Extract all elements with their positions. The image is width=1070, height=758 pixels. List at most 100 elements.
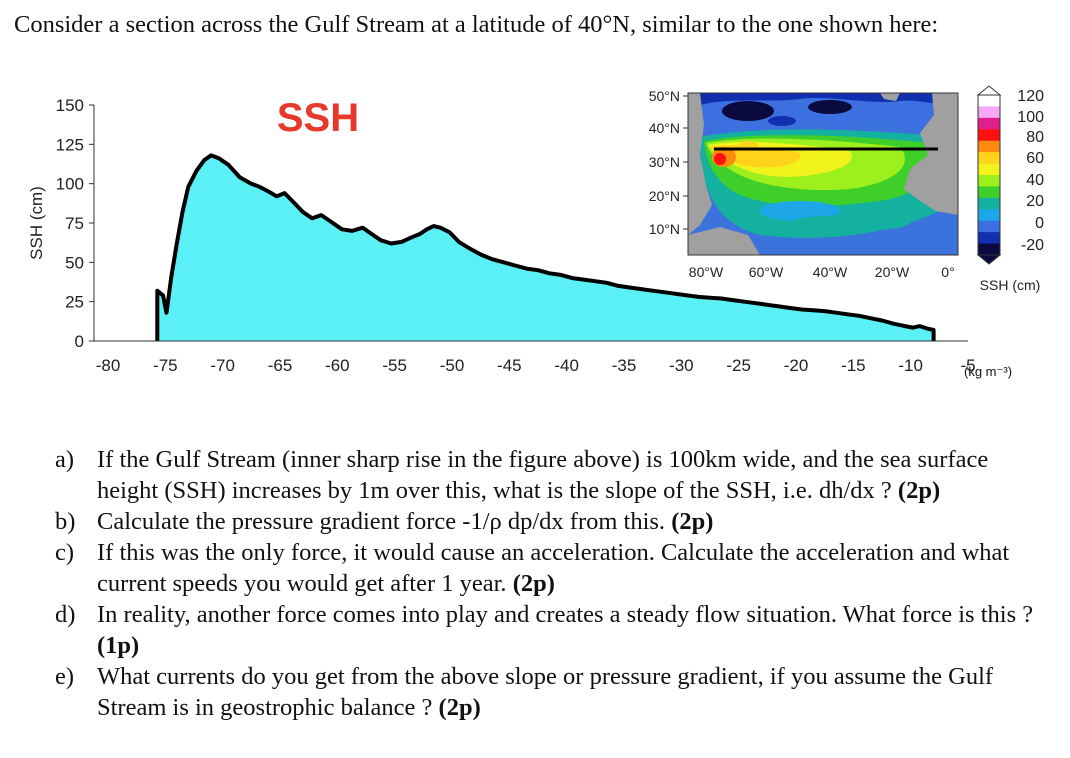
- y-axis-label: SSH (cm): [27, 186, 46, 260]
- x-tick-label: -75: [153, 356, 178, 375]
- cold-eddy: [768, 116, 796, 126]
- lat-label: 50°N: [649, 88, 680, 104]
- x-tick-label: -20: [784, 356, 809, 375]
- colorbar-segment: [978, 129, 1000, 142]
- question-marker: e): [55, 663, 75, 690]
- colorbar-segment: [978, 140, 1000, 153]
- question-marker: c): [55, 539, 75, 566]
- question-points: (2p): [438, 694, 481, 721]
- x-tick-label: -80: [96, 356, 121, 375]
- question-marker: b): [55, 508, 76, 535]
- colorbar-segment: [978, 106, 1000, 119]
- cold-eddy: [722, 101, 774, 121]
- colorbar-segment: [978, 163, 1000, 176]
- colorbar-bottom-arrow: [976, 254, 1002, 265]
- colorbar-tick-label: 60: [1026, 150, 1044, 167]
- question-c: c) If this was the only force, it would c…: [55, 537, 1045, 599]
- colorbar-tick-label: 80: [1026, 129, 1044, 146]
- y-tick-label: 25: [65, 293, 84, 312]
- colorbar-segment: [978, 232, 1000, 245]
- y-tick-label: 0: [75, 332, 84, 351]
- x-tick-label: -50: [440, 356, 465, 375]
- ssh-contour-120: [714, 153, 726, 165]
- colorbar-tick-label: 100: [1017, 109, 1044, 126]
- map-frame: [687, 92, 959, 256]
- question-points: (2p): [512, 570, 555, 597]
- x-tick-label: -60: [325, 356, 350, 375]
- question-points: (2p): [897, 477, 941, 504]
- ssh-tropical-band: [760, 201, 840, 221]
- colorbar-tick-label: 0: [1035, 215, 1044, 232]
- land-north-america: [688, 93, 712, 235]
- colorbar-segment: [978, 197, 1000, 210]
- land-europe-africa: [904, 93, 958, 215]
- colorbar-segment: [978, 117, 1000, 130]
- question-marker: d): [55, 601, 76, 628]
- lat-label: 10°N: [649, 221, 680, 237]
- colorbar-tick-label: 20: [1026, 193, 1044, 210]
- intro-text: Consider a section across the Gulf Strea…: [14, 11, 939, 38]
- colorbar-label: SSH (cm): [980, 277, 1041, 293]
- question-marker: a): [55, 446, 75, 473]
- x-tick-label: -30: [669, 356, 694, 375]
- y-tick-label: 100: [56, 175, 84, 194]
- question-text: If the Gulf Stream (inner sharp rise in …: [97, 446, 989, 504]
- map-field: [688, 93, 958, 255]
- colorbar-segment: [978, 175, 1000, 187]
- question-e: e) What currents do you get from the abov…: [55, 661, 1045, 723]
- x-tick-label: -65: [268, 356, 293, 375]
- lon-label: 0°: [941, 264, 954, 280]
- x-tick-label: -40: [554, 356, 579, 375]
- question-points: (2p): [671, 508, 714, 535]
- ssh-patch: [738, 141, 758, 149]
- colorbar-top-arrow: [976, 85, 1002, 96]
- colorbar-segment: [978, 209, 1000, 222]
- lat-label: 40°N: [649, 120, 680, 136]
- chart-title: SSH: [277, 96, 359, 140]
- land-island: [880, 93, 900, 101]
- lat-label: 20°N: [649, 188, 680, 204]
- x-tick-label: -55: [382, 356, 407, 375]
- question-text: If this was the only force, it would cau…: [97, 539, 1010, 597]
- lon-label: 60°W: [749, 264, 784, 280]
- x-tick-label: -5: [960, 356, 975, 375]
- colorbar-frame: [977, 94, 1001, 256]
- question-d: d) In reality, another force comes into p…: [55, 599, 1045, 661]
- x-tick-label: -15: [841, 356, 866, 375]
- ssh-section-chart: 150 125 100 75 50 25 0 -80 -75 -70 -65 -60 -55 -50 -45…: [27, 96, 976, 375]
- colorbar-tick-label: 120: [1017, 88, 1044, 105]
- ssh-series-line: [155, 153, 936, 341]
- cold-eddy: [808, 100, 852, 114]
- ssh-tropical-band: [790, 215, 910, 231]
- question-text: In reality, another force comes into pla…: [97, 601, 1034, 628]
- lat-label: 30°N: [649, 154, 680, 170]
- question-b: b) Calculate the pressure gradient force …: [55, 506, 1045, 537]
- question-text: Calculate the pressure gradient force -1…: [97, 508, 672, 535]
- y-tick-label: 50: [65, 253, 84, 272]
- ssh-inset-map: 50°N 40°N 30°N 20°N 10°N 80°W 60°W 40°W 20°W 0° 12…: [649, 85, 1044, 293]
- lon-label: 80°W: [689, 264, 724, 280]
- x-tick-label: -45: [497, 356, 522, 375]
- colorbar-segment: [978, 152, 1000, 165]
- lon-label: 40°W: [813, 264, 848, 280]
- colorbar-segment: [978, 95, 1000, 107]
- question-a: a) If the Gulf Stream (inner sharp rise i…: [55, 444, 1045, 506]
- ssh-area-fill: [157, 155, 934, 341]
- x-tick-label: -70: [210, 356, 235, 375]
- y-tick-label: 75: [65, 214, 84, 233]
- x-tick-label: -35: [612, 356, 637, 375]
- question-text: What currents do you get from the above …: [97, 663, 994, 721]
- colorbar-segment: [978, 220, 1000, 233]
- y-tick-label: 150: [56, 96, 84, 115]
- colorbar-tick-label: -20: [1021, 237, 1044, 254]
- land-south-america: [688, 227, 760, 255]
- y-tick-label: 125: [56, 135, 84, 154]
- colorbar-segment: [978, 243, 1000, 256]
- colorbar-tick-label: 40: [1026, 172, 1044, 189]
- lon-label: 20°W: [875, 264, 910, 280]
- question-points: (1p): [97, 632, 140, 659]
- units-label: (kg m⁻³): [964, 364, 1012, 379]
- question-list: a) If the Gulf Stream (inner sharp rise i…: [55, 444, 1045, 723]
- x-tick-label: -25: [726, 356, 751, 375]
